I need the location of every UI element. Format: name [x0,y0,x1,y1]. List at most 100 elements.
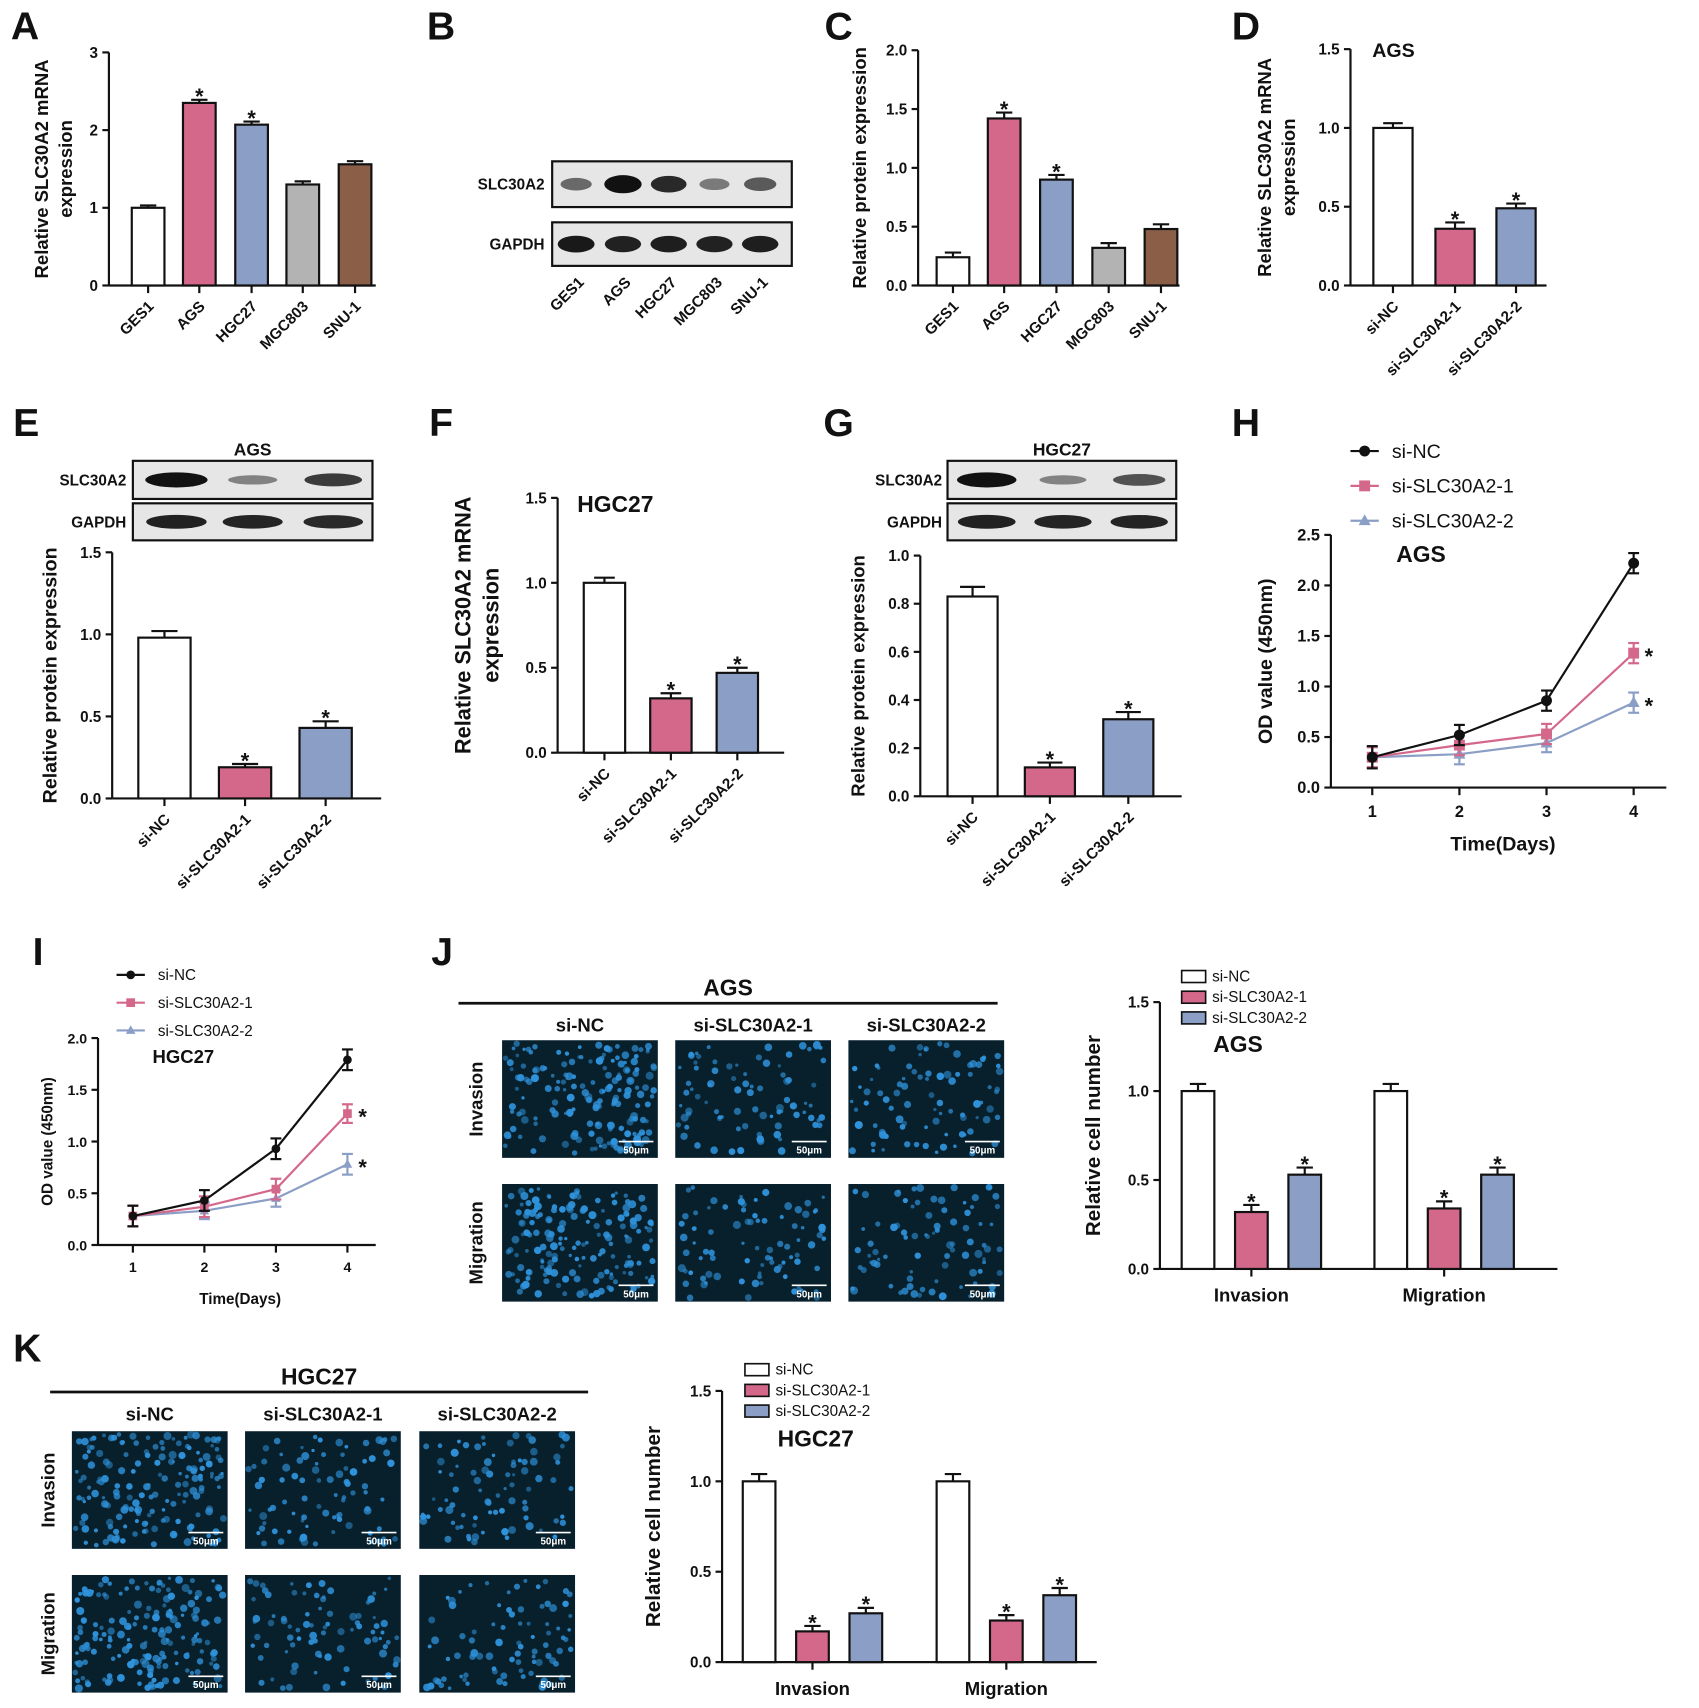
cell-nucleus [185,1668,190,1673]
cell-nucleus [566,1206,574,1214]
cell-nucleus [634,1213,642,1222]
cell-nucleus [483,1458,492,1466]
cell-nucleus [144,1581,149,1586]
y-tick-label: 0.5 [1318,199,1340,216]
cell-nucleus [74,1684,83,1693]
cell-nucleus [624,1236,633,1244]
cell-nucleus [762,1188,770,1197]
cell-nucleus [509,1482,515,1488]
blot-band [1110,514,1168,529]
micrograph-row-label: Invasion [37,1453,58,1528]
cell-nucleus [969,1268,978,1277]
cell-nucleus [762,1059,771,1067]
cell-nucleus [503,1131,512,1140]
cell-nucleus [484,1580,490,1586]
cell-nucleus [874,1063,880,1069]
cell-nucleus [485,1500,492,1506]
cell-nucleus [785,1076,792,1084]
cell-nucleus [333,1493,338,1498]
bar-mgc803 [1091,246,1127,287]
cell-nucleus [802,1210,810,1218]
cell-nucleus [693,1065,699,1071]
cell-nucleus [595,1057,604,1065]
cell-nucleus [563,1111,568,1116]
cell-nucleus [481,1530,485,1535]
cell-nucleus [517,1606,525,1613]
cell-nucleus [362,1439,370,1447]
cell-nucleus [525,1268,533,1276]
cell-nucleus [566,1591,573,1598]
y-tick-label: 0 [90,278,98,295]
cell-nucleus [794,1205,803,1214]
y-tick-label: 2.0 [886,43,907,60]
y-tick-label: 1.5 [1297,627,1320,645]
cell-nucleus [586,1120,594,1127]
cell-nucleus [563,1636,569,1643]
cell-nucleus [710,1146,718,1155]
cell-nucleus [141,1659,150,1668]
significance-star: * [1645,694,1654,719]
cell-nucleus [950,1184,958,1192]
cell-nucleus [552,1534,558,1540]
cell-nucleus [245,1465,252,1473]
cell-nucleus [975,1061,983,1069]
cell-nucleus [157,1472,163,1477]
cell-nucleus [192,1606,200,1614]
cell-nucleus [158,1453,166,1461]
y-tick-label: 1.0 [690,1474,711,1491]
cell-nucleus [123,1622,132,1630]
cell-nucleus [798,1041,807,1050]
cell-nucleus [448,1601,457,1610]
cell-nucleus [486,1470,494,1478]
cell-nucleus [955,1071,961,1077]
cell-nucleus [150,1541,157,1548]
cell-nucleus [578,1264,582,1268]
cell-nucleus [682,1212,689,1220]
cell-nucleus [461,1512,466,1518]
cell-nucleus [938,1111,943,1116]
cell-nucleus [205,1507,214,1516]
chart-title: HGC27 [577,491,653,517]
cell-nucleus [521,1116,529,1124]
legend-label: si-SLC30A2-2 [1392,511,1514,533]
cell-nucleus [156,1681,165,1689]
cell-nucleus [115,1534,120,1539]
cell-nucleus [854,1120,863,1129]
cell-nucleus [535,1584,541,1590]
cell-nucleus [931,1231,936,1235]
cell-nucleus [126,1483,133,1490]
cell-nucleus [335,1470,344,1479]
chart-title: AGS [1396,541,1446,567]
significance-star: * [862,1592,871,1617]
micrograph-invasion-si-nc [71,1430,228,1549]
cell-nucleus [553,1518,559,1524]
y-tick-label: 2.0 [67,1031,87,1047]
cell-nucleus [148,1585,156,1592]
cell-nucleus [574,1256,580,1262]
cell-nucleus [210,1443,214,1448]
cell-nucleus [301,1452,310,1461]
cell-nucleus [273,1437,281,1445]
cell-nucleus [73,1525,79,1531]
cell-nucleus [882,1096,890,1103]
blot-band [560,177,592,191]
cell-nucleus [370,1629,376,1635]
cell-nucleus [261,1458,268,1465]
cell-nucleus [618,1125,625,1132]
micrograph-field [675,1040,831,1158]
cell-nucleus [562,1600,569,1608]
cell-nucleus [708,1229,714,1235]
cell-nucleus [650,1087,657,1094]
cell-nucleus [925,1070,932,1077]
significance-star: * [1440,1186,1449,1211]
cell-nucleus [133,1615,139,1621]
cell-nucleus [610,1058,615,1063]
cell-nucleus [143,1528,149,1534]
cell-nucleus [773,1130,782,1139]
cell-nucleus [326,1610,334,1617]
cell-nucleus [191,1636,198,1644]
cell-nucleus [632,1131,637,1137]
cell-nucleus [863,1100,869,1106]
cell-nucleus [516,1640,522,1646]
cell-nucleus [577,1045,582,1049]
